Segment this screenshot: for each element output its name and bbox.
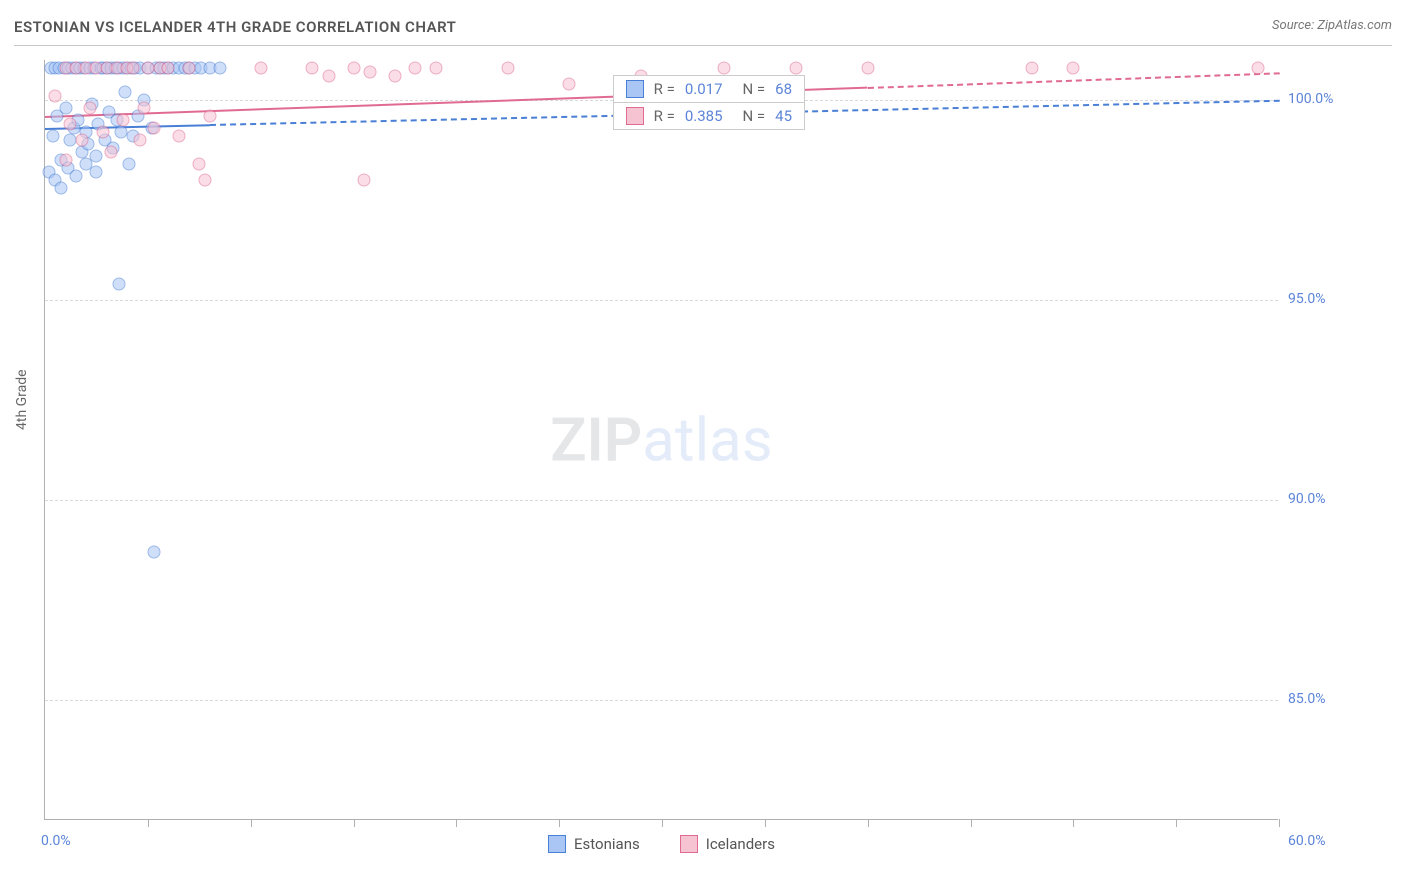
data-point xyxy=(49,90,62,103)
x-tick xyxy=(765,819,766,827)
data-point xyxy=(133,134,146,147)
data-point xyxy=(117,114,130,127)
stat-value-r: 0.017 xyxy=(685,80,723,98)
x-tick xyxy=(1073,819,1074,827)
stat-label-r: R = xyxy=(654,107,675,125)
x-tick xyxy=(662,819,663,827)
gridline-h xyxy=(45,300,1278,301)
gridline-h xyxy=(45,700,1278,701)
data-point xyxy=(501,62,514,75)
data-point xyxy=(322,70,335,83)
x-tick xyxy=(456,819,457,827)
data-point xyxy=(563,78,576,91)
data-point xyxy=(861,62,874,75)
stats-row: R = 0.385 N = 45 xyxy=(614,102,804,129)
data-point xyxy=(789,62,802,75)
data-point xyxy=(1252,62,1265,75)
stat-label-r: R = xyxy=(654,80,675,98)
stat-label-n: N = xyxy=(743,107,766,125)
data-point xyxy=(357,174,370,187)
data-point xyxy=(59,154,72,167)
data-point xyxy=(55,182,68,195)
legend-swatch xyxy=(680,835,698,853)
series-swatch xyxy=(626,80,644,98)
data-point xyxy=(1067,62,1080,75)
data-point xyxy=(69,170,82,183)
data-point xyxy=(717,62,730,75)
watermark-part2: atlas xyxy=(642,404,772,475)
legend-item: Estonians xyxy=(548,835,640,853)
data-point xyxy=(148,546,161,559)
x-tick xyxy=(354,819,355,827)
data-point xyxy=(127,62,140,75)
stats-row: R = 0.017 N = 68 xyxy=(614,76,804,102)
data-point xyxy=(199,174,212,187)
x-tick xyxy=(251,819,252,827)
data-point xyxy=(84,102,97,115)
stat-value-n: 68 xyxy=(775,80,792,98)
x-tick xyxy=(868,819,869,827)
data-point xyxy=(76,134,89,147)
data-point xyxy=(306,62,319,75)
gridline-h xyxy=(45,500,1278,501)
x-tick xyxy=(971,819,972,827)
legend-item: Icelanders xyxy=(680,835,775,853)
data-point xyxy=(172,130,185,143)
data-point xyxy=(254,62,267,75)
data-point xyxy=(213,62,226,75)
stat-value-n: 45 xyxy=(775,107,792,125)
y-tick-label: 85.0% xyxy=(1288,691,1388,707)
stat-label-n: N = xyxy=(743,80,766,98)
legend-label: Estonians xyxy=(574,835,640,853)
y-tick-label: 95.0% xyxy=(1288,291,1388,307)
data-point xyxy=(123,158,136,171)
x-tick xyxy=(148,819,149,827)
data-point xyxy=(429,62,442,75)
data-point xyxy=(363,66,376,79)
stat-value-r: 0.385 xyxy=(685,107,723,125)
data-point xyxy=(148,122,161,135)
data-point xyxy=(115,126,128,139)
x-max-label: 60.0% xyxy=(1288,833,1388,849)
data-point xyxy=(137,102,150,115)
data-point xyxy=(63,118,76,131)
stats-box: R = 0.017 N = 68 R = 0.385 N = 45 xyxy=(613,75,805,130)
legend-label: Icelanders xyxy=(706,835,775,853)
data-point xyxy=(96,126,109,139)
data-point xyxy=(90,166,103,179)
data-point xyxy=(182,62,195,75)
chart-title: ESTONIAN VS ICELANDER 4TH GRADE CORRELAT… xyxy=(14,18,456,36)
x-tick xyxy=(1176,819,1177,827)
legend: Estonians Icelanders xyxy=(45,835,1278,853)
x-tick xyxy=(559,819,560,827)
y-tick-label: 90.0% xyxy=(1288,491,1388,507)
data-point xyxy=(119,86,132,99)
watermark-part1: ZIP xyxy=(550,404,642,475)
data-point xyxy=(162,62,175,75)
source-label: Source: ZipAtlas.com xyxy=(1272,18,1392,33)
series-swatch xyxy=(626,107,644,125)
y-axis-label: 4th Grade xyxy=(14,369,30,430)
data-point xyxy=(104,146,117,159)
data-point xyxy=(409,62,422,75)
legend-swatch xyxy=(548,835,566,853)
x-tick xyxy=(1279,819,1280,827)
watermark: ZIPatlas xyxy=(550,404,773,475)
data-point xyxy=(113,278,126,291)
data-point xyxy=(193,158,206,171)
data-point xyxy=(1026,62,1039,75)
data-point xyxy=(203,110,216,123)
y-tick-label: 100.0% xyxy=(1288,91,1388,107)
header-bar: ESTONIAN VS ICELANDER 4TH GRADE CORRELAT… xyxy=(14,18,1392,46)
data-point xyxy=(63,134,76,147)
data-point xyxy=(141,62,154,75)
scatter-plot: ZIPatlas 85.0%90.0%95.0%100.0%0.0%60.0%R… xyxy=(44,60,1278,820)
data-point xyxy=(388,70,401,83)
data-point xyxy=(347,62,360,75)
data-point xyxy=(47,130,60,143)
data-point xyxy=(59,102,72,115)
